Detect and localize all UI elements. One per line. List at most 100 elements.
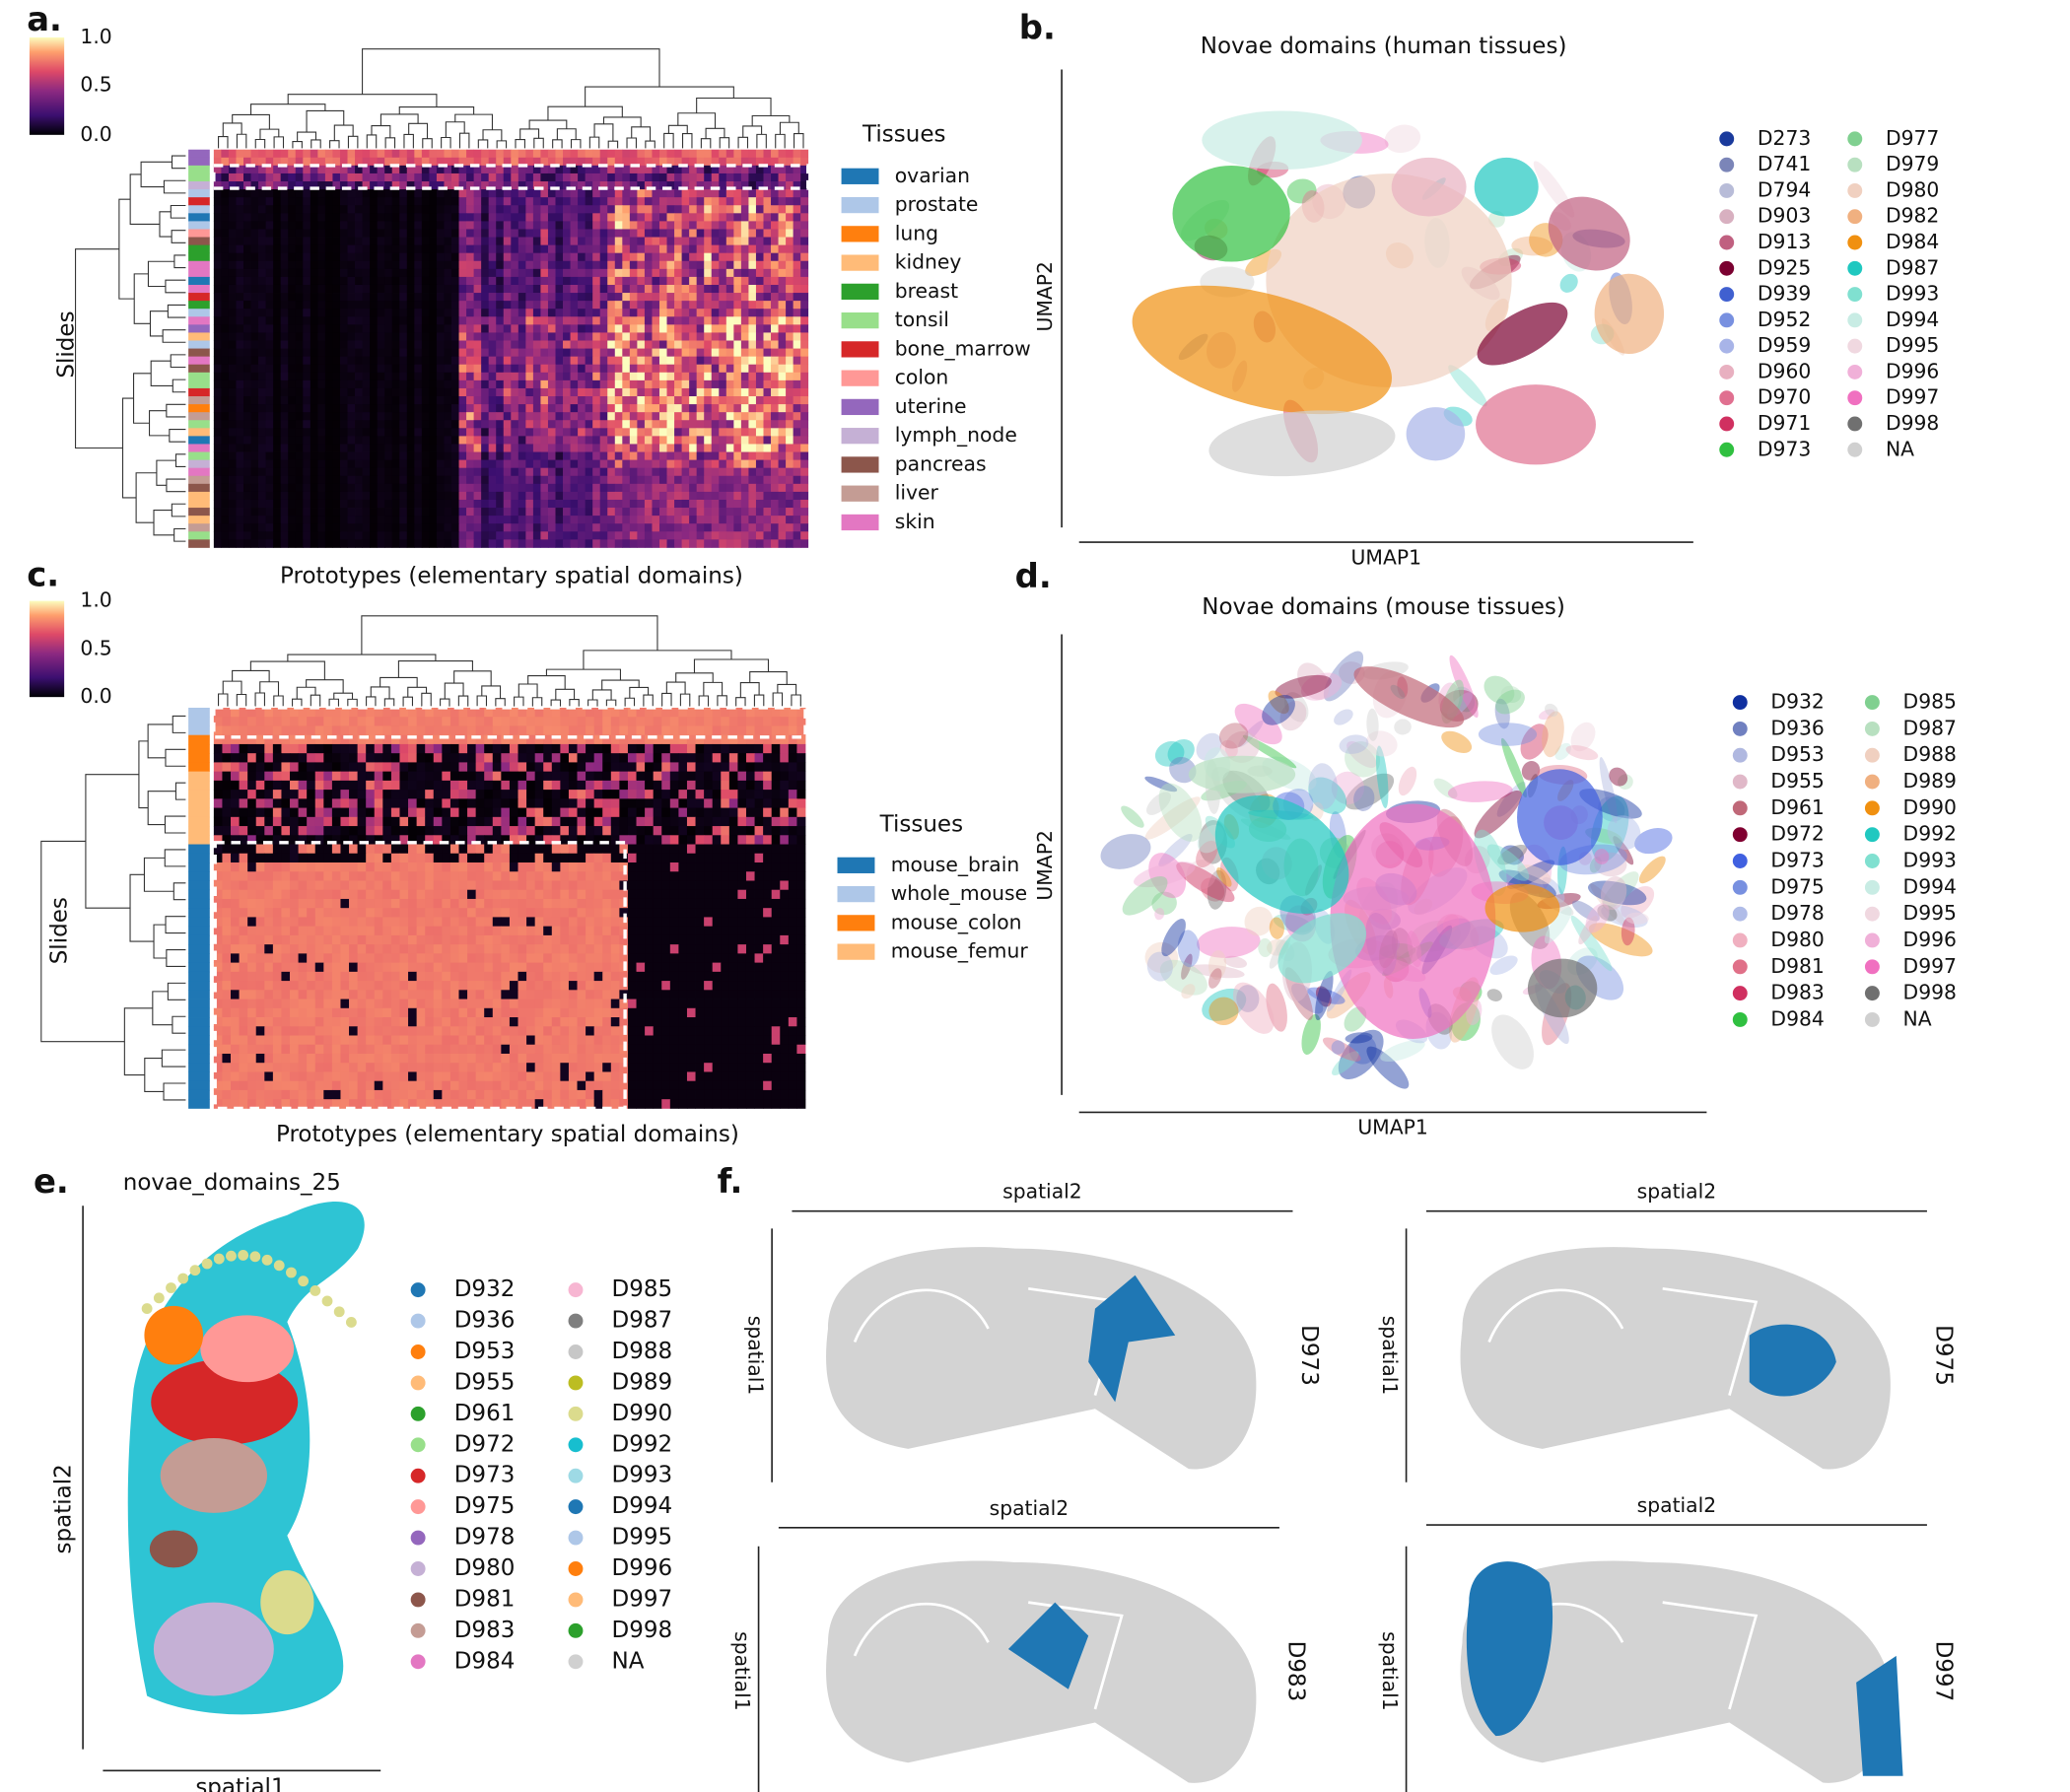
heatmap-cell — [547, 221, 556, 230]
heatmap-cell — [496, 372, 505, 381]
heatmap-cell — [540, 172, 549, 182]
heatmap-cell — [599, 213, 608, 222]
heatmap-cell — [511, 276, 519, 286]
heatmap-cell — [228, 181, 237, 190]
heatmap-cell — [406, 412, 415, 421]
heatmap-cell — [265, 244, 274, 254]
heatmap-cell — [547, 531, 556, 540]
heatmap-cell — [250, 221, 259, 230]
heatmap-cell — [231, 707, 240, 718]
heatmap-cell — [560, 753, 570, 763]
heatmap-cell — [429, 252, 438, 262]
heatmap-cell — [755, 237, 764, 246]
dendrogram — [165, 279, 186, 294]
heatmap-cell — [748, 475, 757, 485]
heatmap-cell — [563, 508, 571, 517]
heatmap-cell — [429, 444, 438, 452]
heatmap-cell — [745, 780, 755, 791]
heatmap-cell — [570, 189, 579, 198]
heatmap-cell — [481, 444, 490, 452]
heatmap-cell — [518, 379, 526, 389]
heatmap-cell — [414, 523, 423, 532]
heatmap-cell — [607, 387, 616, 397]
heatmap-cell — [332, 244, 341, 254]
heatmap-cell — [243, 436, 251, 445]
heatmap-cell — [725, 309, 734, 317]
heatmap-cell — [429, 459, 438, 469]
heatmap-cell — [800, 252, 809, 262]
heatmap-cell — [339, 205, 348, 214]
heatmap-cell — [273, 301, 282, 310]
heatmap-cell — [540, 252, 549, 262]
heatmap-cell — [547, 284, 556, 294]
heatmap-cell — [496, 181, 505, 190]
heatmap-cell — [406, 284, 415, 294]
heatmap-cell — [778, 396, 787, 405]
heatmap-cell — [547, 172, 556, 182]
heatmap-cell — [592, 157, 601, 167]
heatmap-cell — [255, 734, 265, 745]
heatmap-cell — [310, 459, 318, 469]
heatmap-cell — [689, 379, 698, 389]
heatmap-cell — [518, 340, 526, 349]
heatmap-cell — [786, 475, 794, 485]
heatmap-cell — [349, 771, 359, 782]
row-color — [188, 523, 210, 532]
heatmap-cell — [374, 762, 383, 773]
heatmap-cell — [347, 436, 356, 445]
heatmap-cell — [243, 332, 251, 341]
heatmap-cell — [272, 762, 282, 773]
heatmap-cell — [771, 531, 779, 540]
heatmap-cell — [449, 717, 459, 726]
heatmap-cell — [355, 284, 363, 294]
heatmap-cell — [213, 165, 222, 174]
heatmap-cell — [414, 157, 423, 167]
heatmap-cell — [255, 762, 265, 773]
heatmap-cell — [496, 356, 505, 366]
heatmap-cell — [503, 531, 512, 540]
heatmap-cell — [748, 260, 757, 270]
heatmap-cell — [265, 268, 274, 278]
heatmap-cell — [340, 753, 350, 763]
heatmap-cell — [228, 428, 237, 437]
heatmap-cell — [547, 475, 556, 485]
heatmap-cell — [317, 539, 326, 548]
heatmap-cell — [719, 396, 727, 405]
heatmap-cell — [332, 516, 341, 524]
heatmap-cell — [303, 379, 311, 389]
heatmap-cell — [265, 516, 274, 524]
heatmap-cell — [280, 268, 289, 278]
heatmap-cell — [644, 387, 653, 397]
heatmap-cell — [681, 284, 690, 294]
heatmap-cell — [310, 531, 318, 540]
heatmap-cell — [436, 475, 445, 485]
heatmap-cell — [421, 324, 430, 333]
heatmap-cell — [384, 244, 393, 254]
heatmap-cell — [481, 172, 490, 182]
heatmap-cell — [421, 157, 430, 167]
heatmap-cell — [778, 523, 787, 532]
heatmap-cell — [466, 189, 475, 198]
heatmap-cell — [247, 798, 257, 808]
heatmap-cell — [592, 523, 601, 532]
heatmap-cell — [547, 237, 556, 246]
heatmap-cell — [362, 428, 371, 437]
heatmap-cell — [658, 475, 667, 485]
heatmap-cell — [511, 229, 519, 238]
heatmap-cell — [689, 197, 698, 206]
heatmap-cell — [689, 516, 698, 524]
heatmap-cell — [645, 753, 655, 763]
heatmap-cell — [458, 531, 467, 540]
heatmap-cell — [323, 762, 333, 773]
heatmap-cell — [444, 172, 452, 182]
heatmap-cell — [444, 149, 452, 159]
heatmap-cell — [586, 707, 595, 718]
heatmap-cell — [421, 483, 430, 493]
heatmap-cell — [755, 436, 764, 445]
heatmap-cell — [243, 284, 251, 294]
heatmap-cell — [525, 221, 534, 230]
heatmap-cell — [740, 404, 749, 413]
heatmap-cell — [619, 743, 629, 754]
heatmap-cell — [458, 771, 468, 782]
heatmap-cell — [347, 172, 356, 182]
